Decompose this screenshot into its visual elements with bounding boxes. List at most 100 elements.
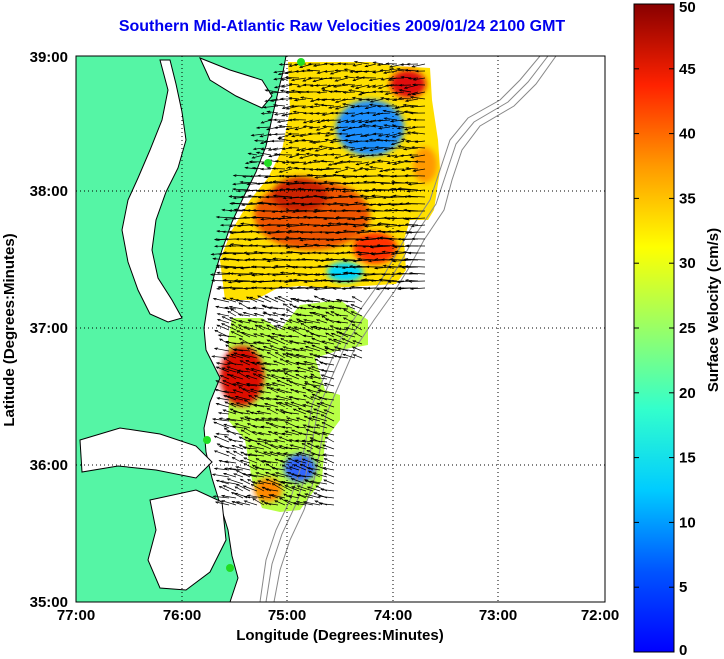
velocity-vector	[212, 418, 230, 422]
velocity-vector-head	[408, 280, 413, 283]
velocity-vector	[253, 147, 265, 150]
velocity-vector	[220, 375, 230, 380]
velocity-vector-head	[321, 431, 326, 435]
velocity-vector	[301, 147, 314, 152]
velocity-vector	[216, 287, 230, 290]
velocity-vector-head	[313, 154, 318, 157]
velocity-vector	[312, 312, 328, 317]
velocity-vector-head	[341, 98, 346, 101]
velocity-vector	[369, 77, 384, 81]
velocity-vector	[310, 480, 328, 485]
colorbar-tick-label: 20	[679, 385, 696, 402]
velocity-vector	[404, 111, 419, 114]
velocity-vector-head	[246, 209, 251, 212]
velocity-vector	[313, 408, 328, 415]
velocity-vector-head	[212, 257, 216, 261]
velocity-vector-head	[335, 230, 340, 234]
velocity-vector-head	[267, 133, 272, 136]
velocity-vector	[221, 500, 237, 506]
velocity-vector-head	[402, 251, 406, 254]
velocity-vector-head	[235, 258, 240, 262]
velocity-vector-head	[382, 109, 387, 113]
velocity-vector-head	[295, 453, 300, 456]
velocity-vector	[371, 252, 391, 255]
velocity-vector-head	[290, 473, 295, 476]
velocity-vector-head	[276, 244, 281, 248]
velocity-vector-head	[265, 421, 270, 425]
velocity-vector-head	[324, 231, 329, 235]
velocity-vector-head	[353, 175, 358, 178]
velocity-vector	[231, 202, 251, 205]
velocity-vector	[335, 314, 349, 317]
velocity-vector	[288, 457, 300, 464]
velocity-vector-head	[366, 85, 371, 88]
velocity-vector-head	[391, 135, 396, 138]
velocity-vector-head	[373, 266, 378, 270]
velocity-vector-head	[341, 128, 346, 132]
velocity-vector-head	[329, 63, 334, 66]
velocity-vector	[316, 319, 328, 324]
velocity-vector	[280, 90, 293, 93]
velocity-vector	[248, 445, 265, 450]
velocity-vector-head	[215, 432, 220, 436]
velocity-vector-head	[312, 354, 317, 357]
velocity-vector-head	[365, 111, 370, 115]
velocity-vector-head	[356, 265, 360, 268]
velocity-vector-head	[410, 237, 415, 241]
velocity-vector-head	[229, 297, 234, 301]
velocity-vector	[333, 287, 349, 290]
velocity-vector-head	[276, 379, 281, 383]
velocity-vector-head	[283, 446, 288, 450]
velocity-vector	[289, 287, 307, 289]
velocity-vector-head	[273, 153, 278, 156]
velocity-vector	[292, 348, 307, 352]
velocity-vector	[313, 195, 328, 198]
velocity-vector-head	[267, 417, 272, 420]
velocity-vector	[396, 230, 412, 233]
velocity-vector	[343, 309, 356, 317]
velocity-vector-head	[348, 155, 353, 159]
velocity-vector-head	[360, 229, 365, 233]
velocity-vector-head	[325, 119, 330, 122]
velocity-vector	[295, 459, 307, 464]
velocity-vector	[309, 126, 321, 129]
velocity-vector	[352, 296, 363, 303]
velocity-vector-head	[212, 297, 217, 301]
velocity-vector	[344, 68, 356, 72]
velocity-vector-head	[353, 332, 358, 335]
velocity-vector-head	[336, 222, 341, 225]
velocity-vector-head	[257, 280, 262, 284]
velocity-vector-head	[259, 201, 263, 205]
velocity-vector-head	[262, 312, 267, 315]
velocity-vector-head	[250, 133, 255, 137]
velocity-vector	[328, 338, 342, 345]
velocity-vector-head	[222, 409, 227, 412]
velocity-vector-head	[248, 445, 253, 448]
velocity-vector	[240, 342, 258, 345]
velocity-vector-head	[404, 174, 409, 177]
velocity-vector-head	[412, 169, 417, 172]
velocity-vector	[248, 195, 265, 198]
velocity-vector-head	[311, 380, 316, 384]
velocity-vector-head	[390, 244, 395, 248]
velocity-vector-head	[281, 161, 286, 164]
velocity-vector-head	[314, 168, 319, 171]
velocity-vector	[289, 396, 307, 401]
velocity-vector	[296, 318, 307, 324]
velocity-vector-head	[297, 451, 302, 455]
velocity-vector	[302, 443, 314, 450]
velocity-vector-head	[266, 386, 271, 390]
velocity-vector-head	[255, 361, 260, 365]
velocity-vector-head	[384, 104, 389, 108]
velocity-vector	[260, 333, 272, 338]
velocity-vector-head	[359, 215, 364, 219]
velocity-vector-head	[323, 180, 328, 184]
velocity-vector-head	[251, 166, 256, 170]
velocity-vector-head	[294, 390, 299, 393]
velocity-vector-head	[242, 485, 247, 488]
velocity-vector-head	[288, 96, 292, 100]
velocity-vector	[217, 443, 230, 450]
velocity-vector-head	[246, 296, 250, 300]
velocity-vector-head	[285, 250, 290, 254]
velocity-vector-head	[256, 442, 261, 446]
